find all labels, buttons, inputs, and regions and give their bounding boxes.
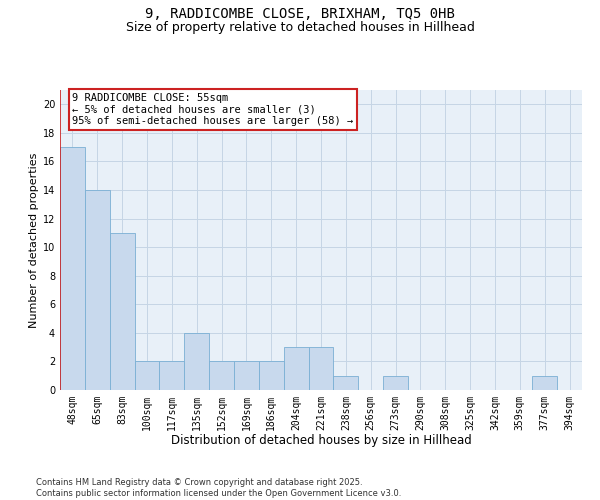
Bar [160,362,184,390]
X-axis label: Distribution of detached houses by size in Hillhead: Distribution of detached houses by size … [170,434,472,448]
Bar [234,362,259,390]
Bar [85,190,110,390]
Text: 9 RADDICOMBE CLOSE: 55sqm
← 5% of detached houses are smaller (3)
95% of semi-de: 9 RADDICOMBE CLOSE: 55sqm ← 5% of detach… [73,93,353,126]
Bar [532,376,557,390]
Bar [60,147,85,390]
Bar [134,362,160,390]
Bar [308,347,334,390]
Text: 9, RADDICOMBE CLOSE, BRIXHAM, TQ5 0HB: 9, RADDICOMBE CLOSE, BRIXHAM, TQ5 0HB [145,8,455,22]
Text: Contains HM Land Registry data © Crown copyright and database right 2025.
Contai: Contains HM Land Registry data © Crown c… [36,478,401,498]
Text: Size of property relative to detached houses in Hillhead: Size of property relative to detached ho… [125,21,475,34]
Bar [259,362,284,390]
Bar [184,333,209,390]
Bar [284,347,308,390]
Bar [383,376,408,390]
Bar [209,362,234,390]
Y-axis label: Number of detached properties: Number of detached properties [29,152,38,328]
Bar [110,233,134,390]
Bar [334,376,358,390]
